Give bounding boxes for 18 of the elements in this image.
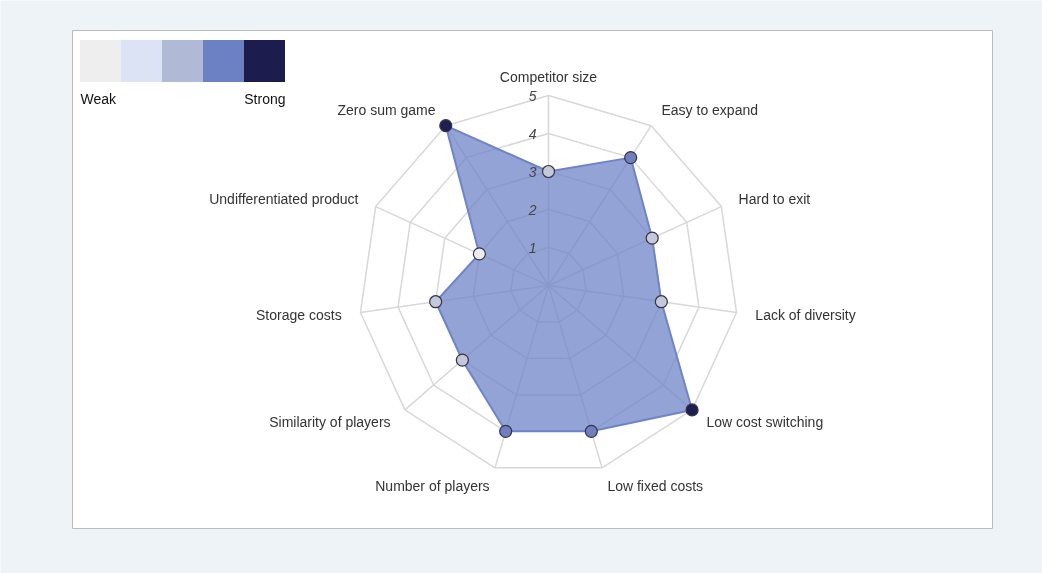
spoke-label: Easy to expand: [661, 101, 759, 118]
spoke-label: Low cost switching: [706, 414, 824, 431]
spoke-label: Lack of diversity: [755, 307, 856, 324]
text: Weak: [80, 90, 118, 107]
spoke-label: Similarity of players: [269, 414, 391, 431]
y-tick-label: 1: [528, 239, 537, 256]
spoke-label: Number of players: [375, 478, 490, 495]
y-tick-label: 4: [528, 125, 537, 142]
text: Strong: [244, 90, 286, 107]
spoke-label: Undifferentiated product: [209, 190, 359, 207]
y-tick-label: 5: [528, 87, 537, 104]
spoke-label: Low fixed costs: [607, 478, 704, 495]
y-tick-label: 2: [527, 201, 537, 218]
spoke-label: Storage costs: [256, 307, 342, 324]
spoke-label: Competitor size: [499, 68, 598, 85]
spoke-label: Zero sum game: [337, 101, 436, 118]
y-tick-label: 3: [528, 163, 537, 180]
spoke-label: Hard to exit: [738, 190, 811, 207]
